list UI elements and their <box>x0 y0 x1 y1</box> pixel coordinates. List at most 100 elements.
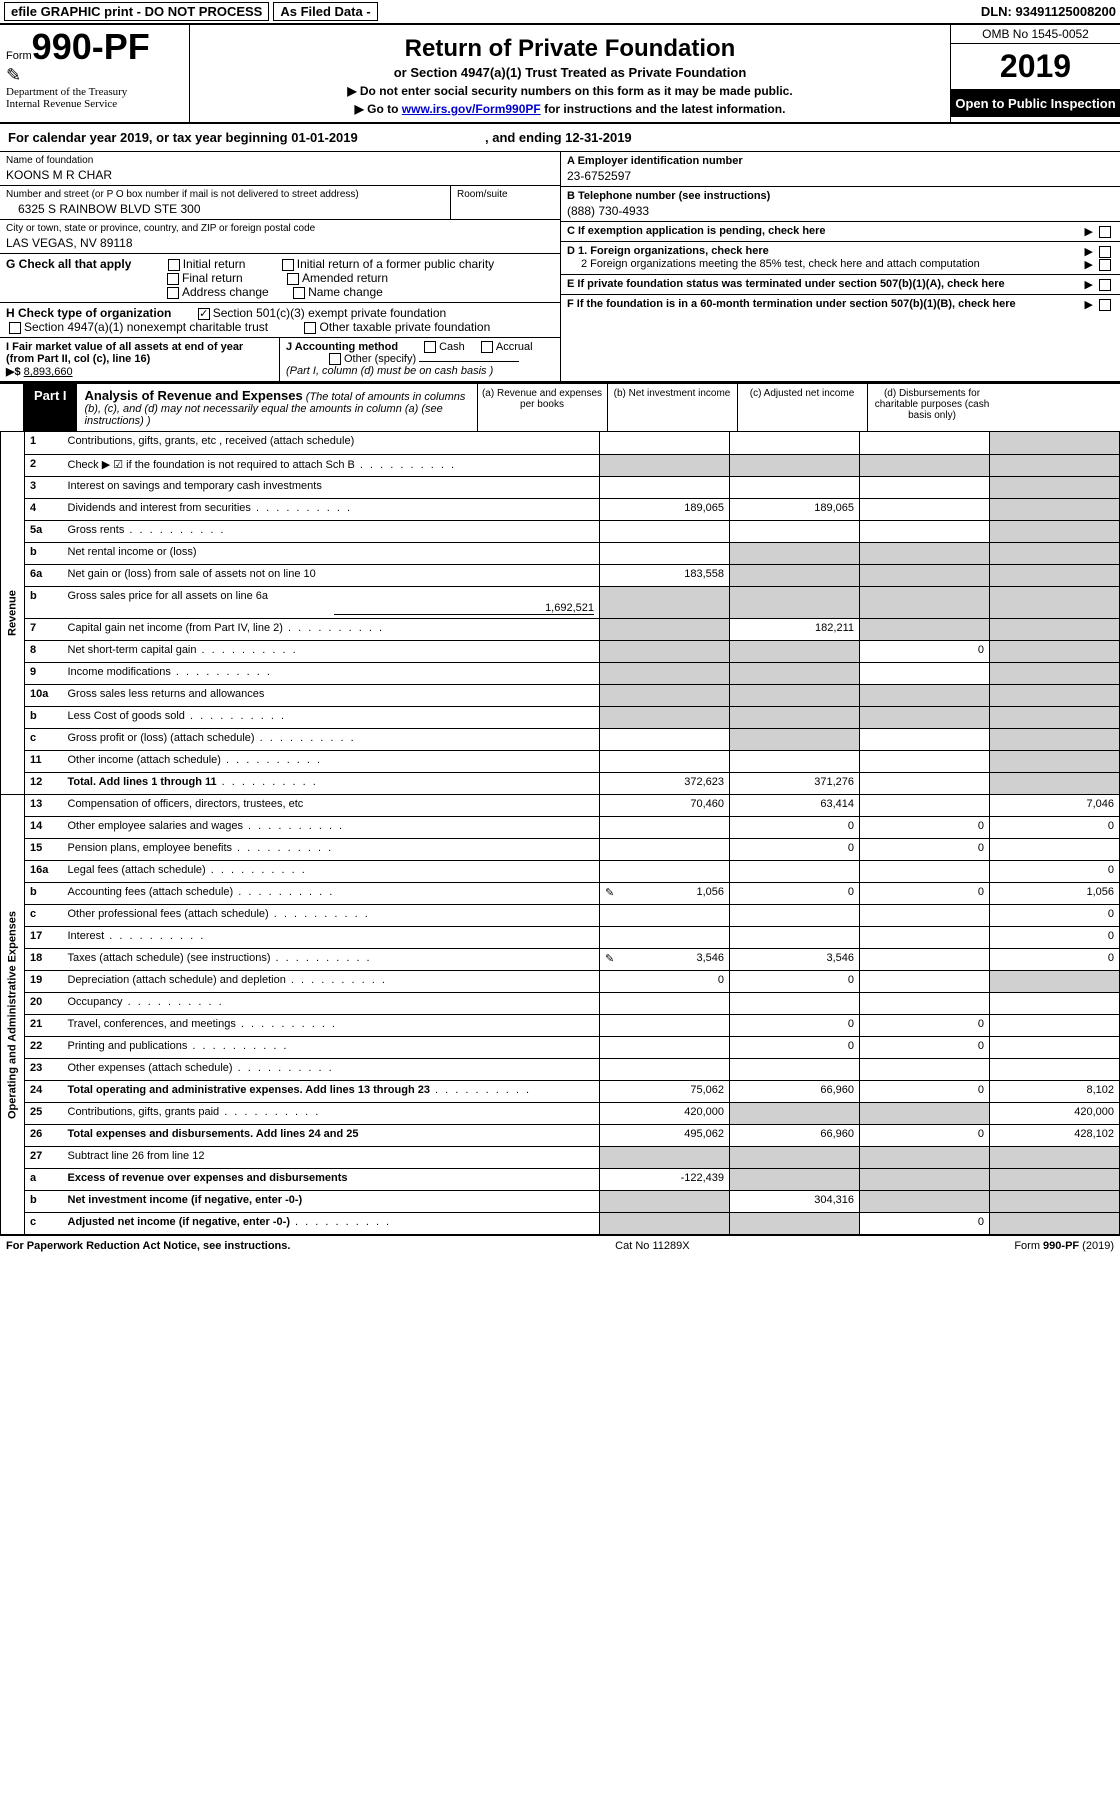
footer-right: Form 990-PF (2019) <box>1014 1240 1114 1252</box>
checkbox-other-method[interactable] <box>329 353 341 365</box>
line-description: Other employee salaries and wages <box>63 817 600 839</box>
checkbox-f[interactable] <box>1099 299 1111 311</box>
cell-c <box>860 564 990 586</box>
table-row: bGross sales price for all assets on lin… <box>1 586 1120 618</box>
dept-label: Department of the Treasury <box>6 86 183 98</box>
cell-d <box>990 993 1120 1015</box>
line-number: b <box>25 542 63 564</box>
cell-b <box>730 454 860 476</box>
cell-c: 0 <box>860 839 990 861</box>
checkbox-c[interactable] <box>1099 226 1111 238</box>
cell-b: 66,960 <box>730 1081 860 1103</box>
city-cell: City or town, state or province, country… <box>0 220 560 254</box>
header-center: Return of Private Foundation or Section … <box>190 25 950 122</box>
cell-d: 420,000 <box>990 1103 1120 1125</box>
cell-d <box>990 1191 1120 1213</box>
cell-b <box>730 520 860 542</box>
cell-c <box>860 618 990 640</box>
table-row: 3Interest on savings and temporary cash … <box>1 476 1120 498</box>
cell-a: 189,065 <box>600 498 730 520</box>
cell-d: 7,046 <box>990 795 1120 817</box>
checkbox-initial-former[interactable] <box>282 259 294 271</box>
f-cell: F If the foundation is in a 60-month ter… <box>561 295 1120 314</box>
dln: DLN: 93491125008200 <box>981 4 1116 19</box>
table-row: 7Capital gain net income (from Part IV, … <box>1 618 1120 640</box>
line-description: Excess of revenue over expenses and disb… <box>63 1169 600 1191</box>
part1-label: Part I <box>24 384 77 431</box>
asfiled-label: As Filed Data - <box>273 2 377 21</box>
table-row: 19Depreciation (attach schedule) and dep… <box>1 971 1120 993</box>
cell-b <box>730 432 860 454</box>
cell-b <box>730 706 860 728</box>
cell-a <box>600 1037 730 1059</box>
cell-c: 0 <box>860 1037 990 1059</box>
line-description: Contributions, gifts, grants, etc , rece… <box>63 432 600 454</box>
cell-b <box>730 750 860 772</box>
cell-a <box>600 817 730 839</box>
form-title: Return of Private Foundation <box>196 35 944 63</box>
line-number: 18 <box>25 949 63 971</box>
irs-link[interactable]: www.irs.gov/Form990PF <box>402 102 541 116</box>
cell-a <box>600 476 730 498</box>
checkbox-name-change[interactable] <box>293 287 305 299</box>
checkbox-address-change[interactable] <box>167 287 179 299</box>
cell-b <box>730 684 860 706</box>
line-description: Other professional fees (attach schedule… <box>63 905 600 927</box>
cell-c <box>860 662 990 684</box>
checkbox-initial-return[interactable] <box>168 259 180 271</box>
checkbox-final-return[interactable] <box>167 273 179 285</box>
cell-c <box>860 772 990 794</box>
cell-b <box>730 564 860 586</box>
side-label: Operating and Administrative Expenses <box>1 795 25 1235</box>
form-header: Form990-PF ✎ Department of the Treasury … <box>0 25 1120 124</box>
line-description: Net investment income (if negative, ente… <box>63 1191 600 1213</box>
line-description: Adjusted net income (if negative, enter … <box>63 1213 600 1235</box>
line-description: Check ▶ ☑ if the foundation is not requi… <box>63 454 600 476</box>
cell-d <box>990 454 1120 476</box>
address-cell: Number and street (or P O box number if … <box>0 186 560 220</box>
checkbox-501c3[interactable]: ✓ <box>198 308 210 320</box>
checkbox-accrual[interactable] <box>481 341 493 353</box>
line-number: b <box>25 706 63 728</box>
cell-c <box>860 750 990 772</box>
checkbox-amended-return[interactable] <box>287 273 299 285</box>
phone-cell: B Telephone number (see instructions) (8… <box>561 187 1120 222</box>
cell-a <box>600 706 730 728</box>
open-public-badge: Open to Public Inspection <box>951 90 1120 117</box>
cell-a: 495,062 <box>600 1125 730 1147</box>
table-row: 12Total. Add lines 1 through 11372,62337… <box>1 772 1120 794</box>
line-description: Taxes (attach schedule) (see instruction… <box>63 949 600 971</box>
table-row: 4Dividends and interest from securities1… <box>1 498 1120 520</box>
form-subtitle: or Section 4947(a)(1) Trust Treated as P… <box>196 65 944 80</box>
checkbox-d1[interactable] <box>1099 246 1111 258</box>
checkbox-e[interactable] <box>1099 279 1111 291</box>
cell-a <box>600 520 730 542</box>
line-number: b <box>25 1191 63 1213</box>
cell-c <box>860 1191 990 1213</box>
table-row: 27Subtract line 26 from line 12 <box>1 1147 1120 1169</box>
line-number: b <box>25 586 63 618</box>
form-number: 990-PF <box>32 26 150 67</box>
line-number: a <box>25 1169 63 1191</box>
table-row: 20Occupancy <box>1 993 1120 1015</box>
checkbox-4947[interactable] <box>9 322 21 334</box>
expenses-table: Operating and Administrative Expenses13C… <box>0 795 1120 1236</box>
line-number: 23 <box>25 1059 63 1081</box>
line-number: 2 <box>25 454 63 476</box>
table-row: 16aLegal fees (attach schedule)0 <box>1 861 1120 883</box>
c-cell: C If exemption application is pending, c… <box>561 222 1120 242</box>
checkbox-cash[interactable] <box>424 341 436 353</box>
cell-a <box>600 432 730 454</box>
cell-a <box>600 640 730 662</box>
d-cell: D 1. Foreign organizations, check here▶ … <box>561 242 1120 275</box>
checkbox-d2[interactable] <box>1099 259 1111 271</box>
line-description: Accounting fees (attach schedule) <box>63 883 600 905</box>
cell-c: 0 <box>860 1015 990 1037</box>
checkbox-other-taxable[interactable] <box>304 322 316 334</box>
cell-d <box>990 1147 1120 1169</box>
cell-d: 0 <box>990 949 1120 971</box>
cell-d <box>990 662 1120 684</box>
line-number: 13 <box>25 795 63 817</box>
instr-2: ▶ Go to www.irs.gov/Form990PF for instru… <box>196 102 944 116</box>
table-row: 26Total expenses and disbursements. Add … <box>1 1125 1120 1147</box>
